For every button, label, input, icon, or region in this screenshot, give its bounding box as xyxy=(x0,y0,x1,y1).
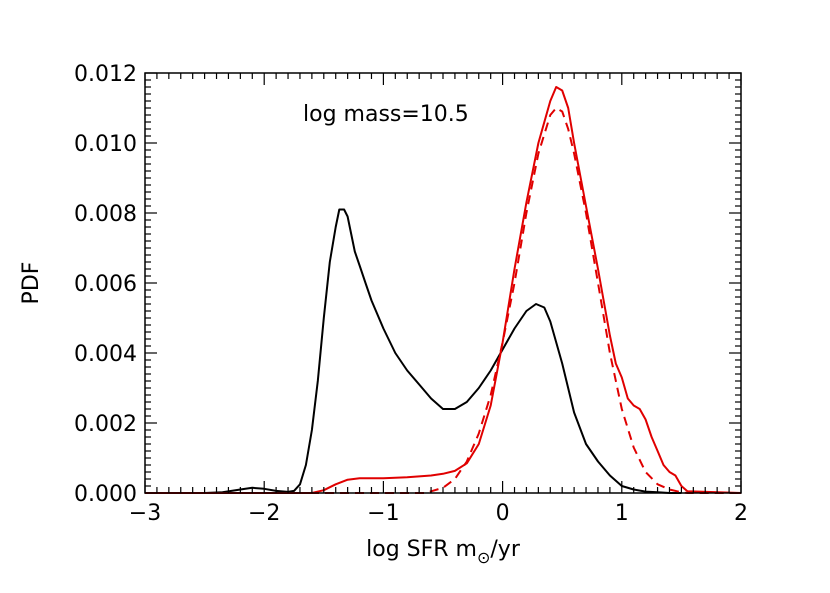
x-tick-label: −1 xyxy=(367,501,399,526)
ticks-layer xyxy=(144,72,742,494)
y-tick-label: 0.004 xyxy=(74,342,137,367)
x-tick-labels: −3 −2 −1 0 1 2 xyxy=(129,501,748,526)
y-tick-label: 0.002 xyxy=(74,412,137,437)
x-tick-label: −3 xyxy=(129,501,161,526)
y-tick-label: 0.010 xyxy=(74,132,137,157)
x-axis-title: log SFR m⊙/yr xyxy=(366,537,521,567)
series-line-all xyxy=(145,208,682,494)
y-tick-label: 0.000 xyxy=(74,482,137,507)
y-axis-title: PDF xyxy=(19,262,44,305)
x-axis-title-sub: ⊙ xyxy=(477,548,490,567)
x-axis-title-main: log SFR m xyxy=(366,537,477,562)
plot-frame xyxy=(144,72,742,494)
y-tick-label: 0.008 xyxy=(74,202,137,227)
y-tick-labels: 0.000 0.002 0.004 0.006 0.008 0.010 0.012 xyxy=(74,62,137,507)
x-tick-label: −2 xyxy=(248,501,280,526)
curves-layer xyxy=(145,86,742,494)
mass-annotation: log mass=10.5 xyxy=(303,102,469,127)
y-tick-label: 0.012 xyxy=(74,62,137,87)
x-tick-label: 2 xyxy=(734,501,748,526)
y-tick-label: 0.006 xyxy=(74,272,137,297)
x-axis-title-suffix: /yr xyxy=(490,537,520,562)
series-line-red-solid xyxy=(145,86,742,494)
x-tick-label: 1 xyxy=(615,501,629,526)
x-tick-label: 0 xyxy=(496,501,510,526)
series-line-red-dashed xyxy=(145,107,741,494)
